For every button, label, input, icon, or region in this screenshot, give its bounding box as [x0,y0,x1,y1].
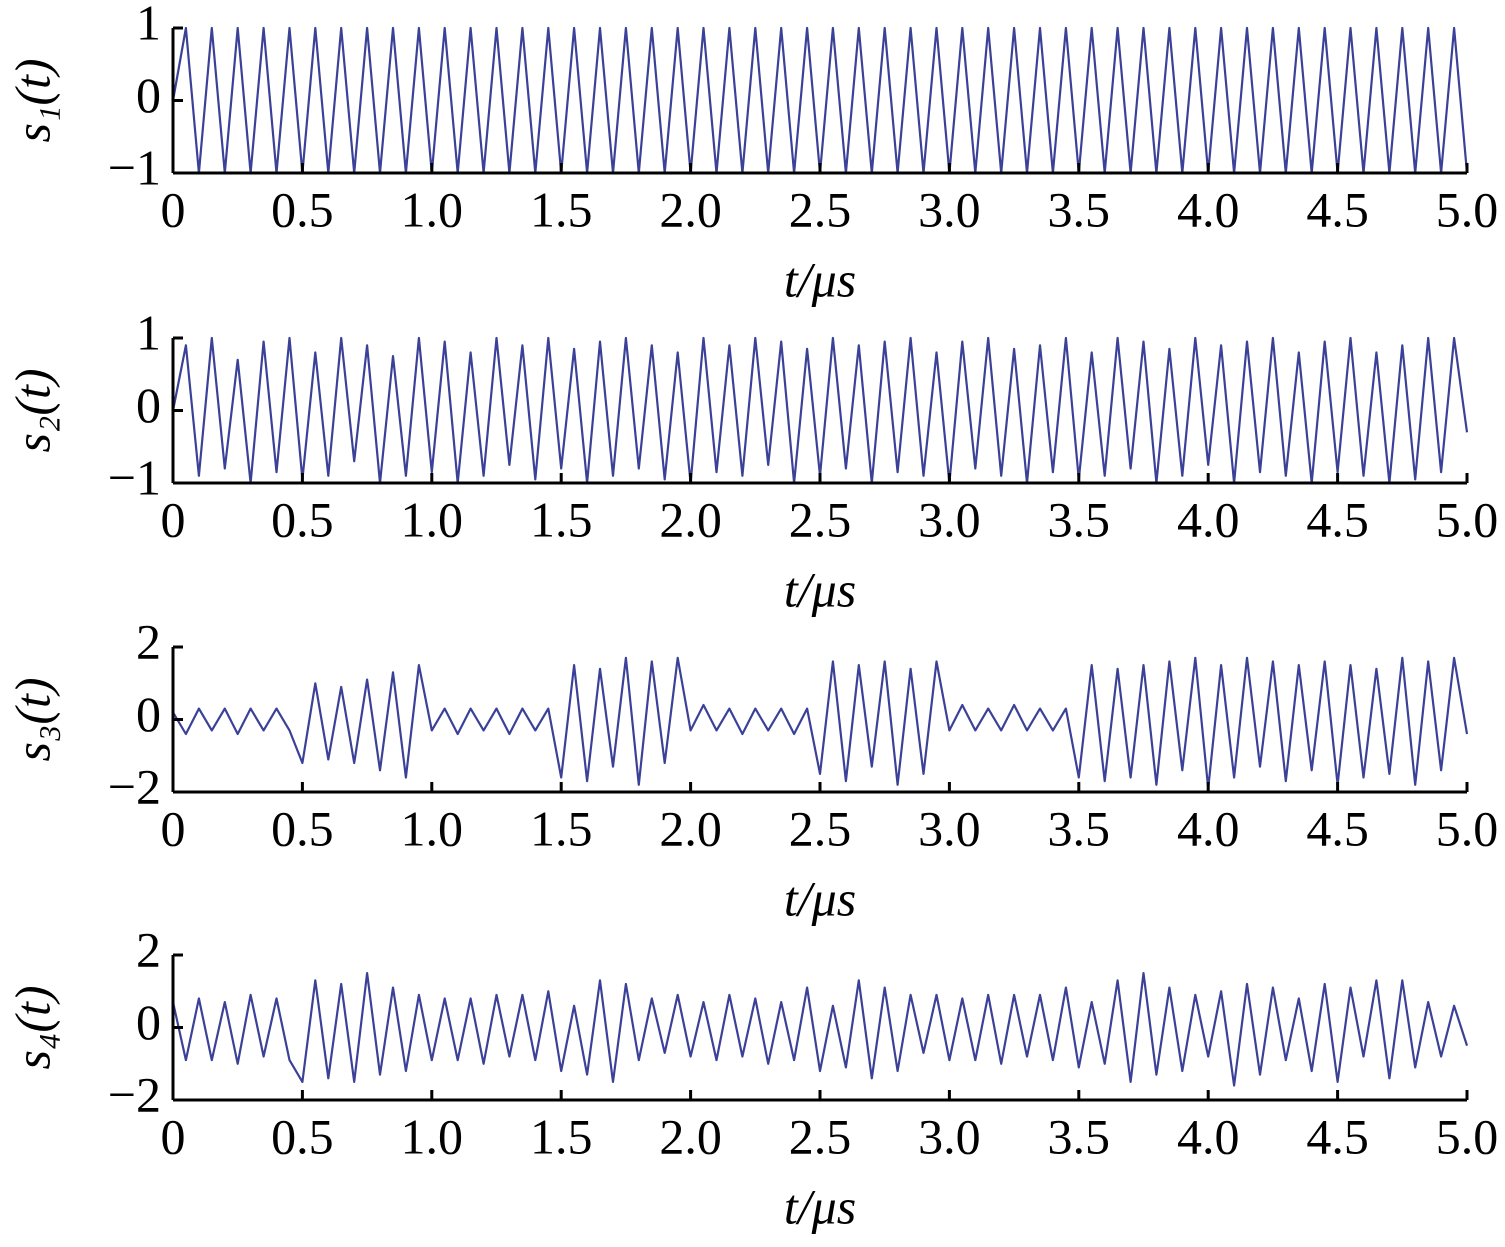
y-tick-label: 0 [136,67,161,123]
y-tick-label: 0 [136,994,161,1050]
y-axis-label: s₃(t) [4,677,60,761]
x-tick-label: 2.0 [659,181,722,237]
x-tick-label: 2.0 [659,491,722,547]
x-tick-label: 0 [161,181,186,237]
x-tick-label: 4.5 [1306,491,1369,547]
x-tick-label: 3.0 [918,1108,981,1164]
y-tick-label: −1 [108,139,161,195]
y-tick-label: −1 [108,449,161,505]
x-tick-label: 0.5 [271,1108,334,1164]
x-tick-label: 1.0 [401,1108,464,1164]
x-tick-label: 4.5 [1306,800,1369,856]
x-tick-label: 2.5 [789,491,852,547]
x-tick-label: 2.0 [659,1108,722,1164]
x-tick-label: 4.0 [1177,491,1240,547]
y-tick-label: 0 [136,686,161,742]
x-tick-label: 2.0 [659,800,722,856]
x-tick-label: 3.0 [918,800,981,856]
x-tick-label: 4.5 [1306,1108,1369,1164]
y-tick-label: 2 [136,921,161,977]
x-tick-label: 0 [161,800,186,856]
x-axis-label: t/μs [784,870,856,926]
x-tick-label: 1.5 [530,1108,593,1164]
y-tick-label: 2 [136,613,161,669]
x-tick-label: 4.0 [1177,1108,1240,1164]
y-tick-label: 1 [136,304,161,360]
x-tick-label: 0 [161,1108,186,1164]
x-tick-label: 1.5 [530,491,593,547]
x-tick-label: 1.5 [530,800,593,856]
x-tick-label: 0.5 [271,491,334,547]
x-tick-label: 5.0 [1436,181,1499,237]
x-tick-label: 3.5 [1048,491,1111,547]
y-tick-label: 0 [136,377,161,433]
x-tick-label: 4.0 [1177,800,1240,856]
y-axis-label: s₁(t) [4,58,60,142]
x-tick-label: 1.0 [401,491,464,547]
x-tick-label: 5.0 [1436,491,1499,547]
signal-line [172,656,1469,790]
x-tick-label: 5.0 [1436,1108,1499,1164]
x-tick-label: 1.5 [530,181,593,237]
signal-line [171,972,1469,1087]
x-tick-label: 3.5 [1048,181,1111,237]
x-tick-label: 0.5 [271,800,334,856]
x-tick-label: 2.5 [789,800,852,856]
signal-line [171,26,1469,175]
x-tick-label: 4.5 [1306,181,1369,237]
x-tick-label: 0.5 [271,181,334,237]
x-axis-label: t/μs [784,1178,856,1234]
x-axis-label: t/μs [784,251,856,307]
x-tick-label: 3.5 [1048,800,1111,856]
x-tick-label: 5.0 [1436,800,1499,856]
y-axis-label: s₄(t) [4,985,60,1069]
y-tick-label: 1 [136,0,161,50]
x-tick-label: 2.5 [789,181,852,237]
x-tick-label: 0 [161,491,186,547]
x-tick-label: 2.5 [789,1108,852,1164]
x-tick-label: 3.5 [1048,1108,1111,1164]
signal-line [171,336,1469,485]
x-tick-label: 4.0 [1177,181,1240,237]
x-tick-label: 1.0 [401,181,464,237]
x-tick-label: 3.0 [918,181,981,237]
y-tick-label: −2 [108,758,161,814]
y-tick-label: −2 [108,1066,161,1122]
y-axis-label: s₂(t) [4,368,60,452]
x-axis-label: t/μs [784,561,856,617]
x-tick-label: 3.0 [918,491,981,547]
x-tick-label: 1.0 [401,800,464,856]
